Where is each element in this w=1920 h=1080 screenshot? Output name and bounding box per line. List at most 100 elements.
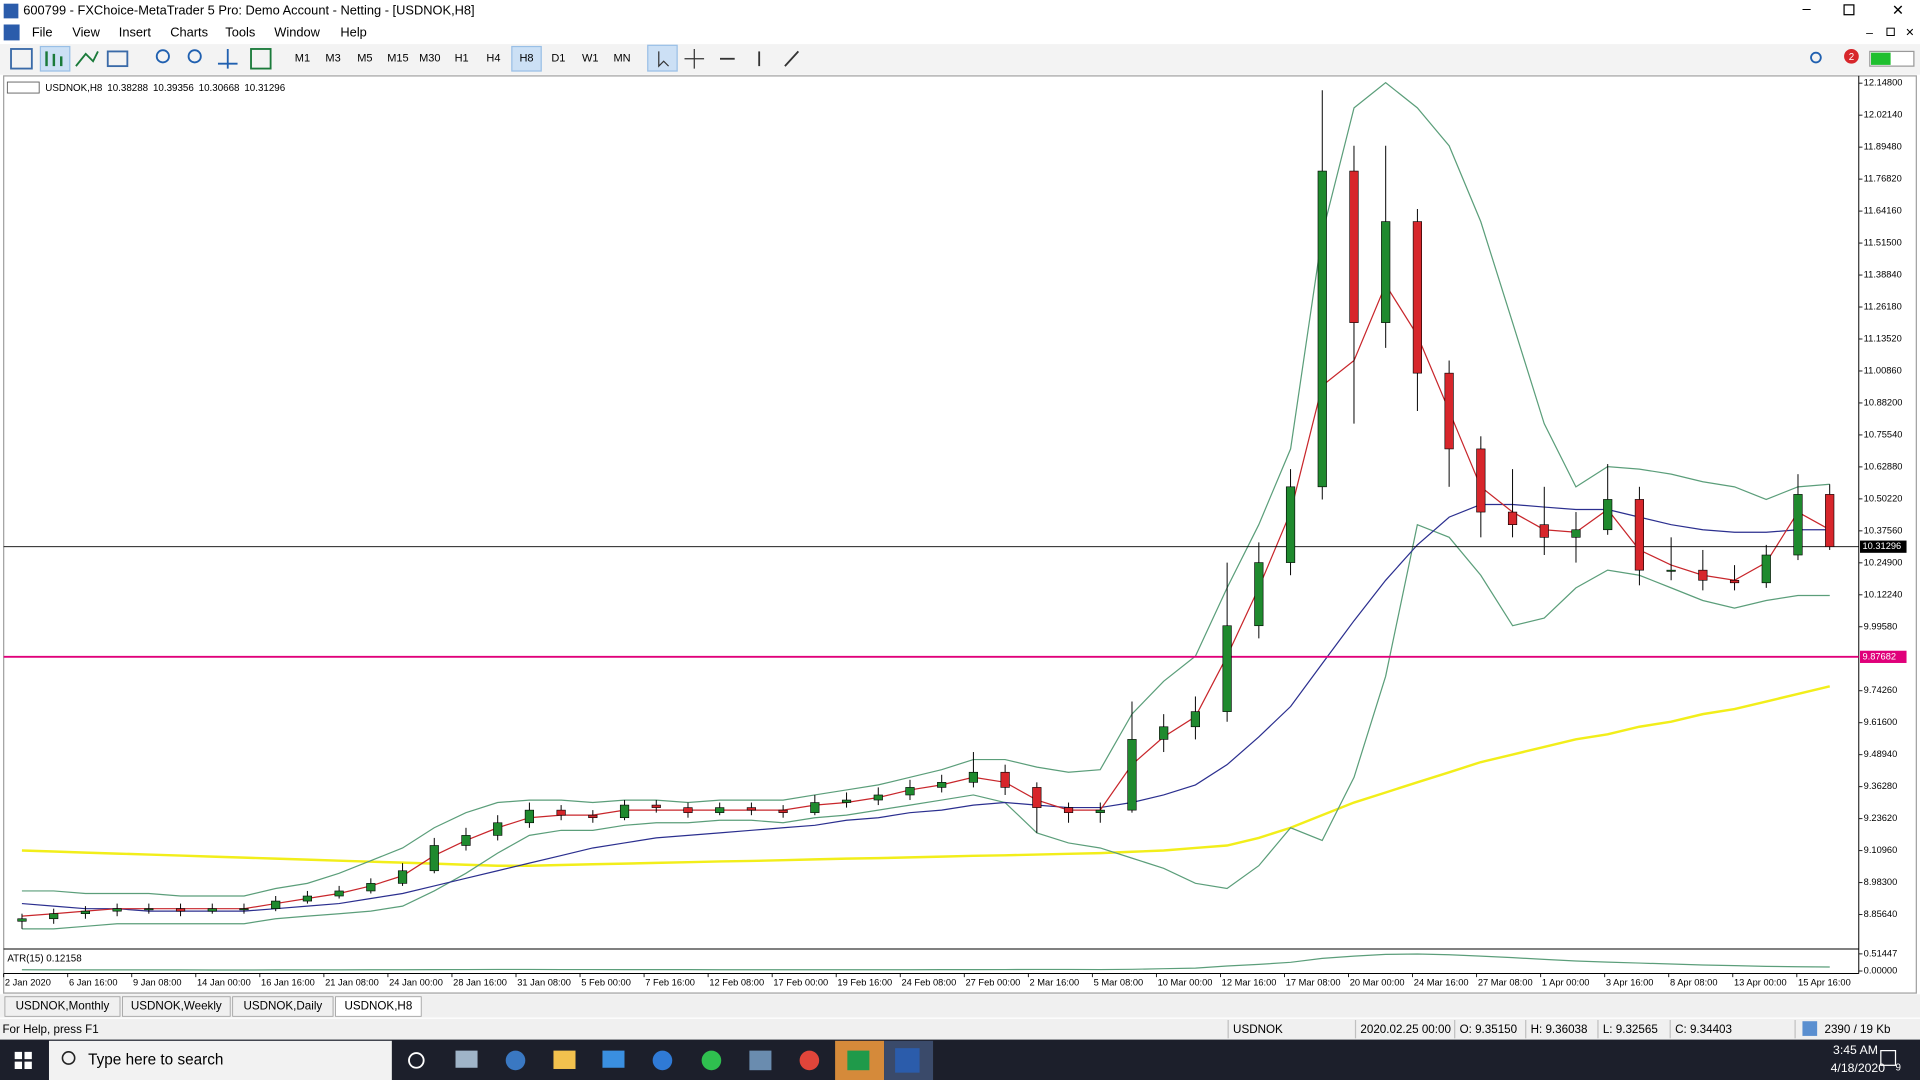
tab[interactable] — [232, 996, 334, 1017]
zoom-in[interactable] — [155, 49, 170, 64]
cursor-tool[interactable] — [647, 44, 678, 72]
y-tick-label: 11.51500 — [1864, 238, 1902, 248]
timeframe-button[interactable]: M30 — [419, 53, 440, 65]
tool-icon[interactable] — [10, 48, 33, 70]
status-help: For Help, press F1 — [2, 1023, 98, 1036]
y-tick-label: 12.02140 — [1864, 110, 1903, 120]
tool-icon[interactable] — [75, 51, 99, 67]
timeframe-active[interactable] — [511, 45, 542, 72]
timeframe-button[interactable]: W1 — [582, 53, 599, 65]
toolbar-icons — [10, 44, 1915, 72]
candle-body — [1317, 170, 1327, 488]
timeframe-button[interactable]: D1 — [551, 53, 565, 65]
y-tick-label: 11.00860 — [1864, 365, 1902, 375]
candle-body — [144, 908, 154, 911]
restore-button[interactable] — [1843, 4, 1855, 16]
ohlc-value: 10.30668 — [199, 83, 240, 94]
y-tick-label: 11.26180 — [1864, 301, 1902, 311]
chart-menu-icon[interactable] — [3, 24, 20, 41]
mt5-app[interactable] — [895, 1048, 920, 1073]
candle-body — [1761, 554, 1771, 584]
candle-body — [1729, 579, 1740, 584]
timeframe-button[interactable]: M3 — [325, 53, 340, 65]
candle-body — [841, 799, 852, 803]
app[interactable] — [553, 1050, 576, 1069]
x-tick-label: 31 Jan 08:00 — [517, 978, 571, 988]
action-center[interactable] — [1880, 1050, 1897, 1066]
candle-body — [873, 794, 883, 801]
status-symbol: USDNOK — [1233, 1023, 1283, 1036]
candle-body — [810, 802, 820, 813]
timeframe-button[interactable]: H8 — [519, 53, 533, 65]
crosshair-tool[interactable] — [684, 48, 705, 69]
candle-body — [968, 771, 979, 783]
x-tick-label: 10 Mar 00:00 — [1158, 978, 1213, 988]
y-tick-label: 11.38840 — [1864, 269, 1902, 279]
y-tick-label: 10.37560 — [1864, 525, 1903, 535]
candle-body — [1127, 739, 1137, 811]
x-tick-label: 24 Mar 16:00 — [1414, 978, 1469, 988]
timeframe-button[interactable]: H4 — [486, 53, 500, 65]
taskbar-apps — [455, 1040, 934, 1080]
candle-body — [271, 900, 281, 909]
tool-icon[interactable] — [106, 50, 129, 68]
candle-body — [1444, 372, 1454, 450]
x-tick-label: 12 Feb 08:00 — [709, 978, 764, 988]
app[interactable] — [847, 1050, 870, 1071]
close-button[interactable]: ✕ — [1892, 3, 1904, 19]
y-tick-label: 12.14800 — [1864, 78, 1903, 88]
start-button[interactable] — [14, 1051, 32, 1069]
app[interactable] — [602, 1050, 625, 1068]
trend-tool[interactable] — [784, 50, 800, 67]
cursor-icon — [658, 51, 670, 68]
candle-body — [1571, 529, 1581, 538]
app[interactable] — [652, 1050, 673, 1071]
menu-item[interactable]: Help — [340, 24, 366, 39]
task-view[interactable] — [408, 1052, 425, 1069]
toolbar — [0, 44, 1920, 75]
tool-icon[interactable] — [250, 48, 272, 70]
ohlc-value: 10.39356 — [153, 83, 194, 94]
timeframe-button[interactable]: M5 — [357, 53, 372, 65]
app[interactable] — [701, 1050, 722, 1071]
notification-count: 9 — [1896, 1062, 1901, 1073]
x-tick-label: 13 Apr 00:00 — [1734, 978, 1787, 988]
candle-body — [175, 908, 186, 912]
x-tick-label: 27 Feb 00:00 — [966, 978, 1021, 988]
tab[interactable] — [4, 996, 121, 1017]
child-close[interactable]: ✕ — [1905, 27, 1914, 39]
x-tick-label: 5 Feb 00:00 — [581, 978, 631, 988]
tool-icon[interactable] — [45, 51, 63, 67]
search-box[interactable] — [48, 1040, 392, 1080]
app[interactable] — [749, 1050, 772, 1071]
menu-item[interactable]: View — [72, 24, 100, 39]
app[interactable] — [455, 1050, 478, 1068]
child-restore[interactable] — [1886, 27, 1895, 36]
menu-item[interactable]: Tools — [225, 24, 255, 39]
status-close: C: 9.34403 — [1675, 1023, 1732, 1036]
x-tick-label: 7 Feb 16:00 — [645, 978, 695, 988]
timeframe-button[interactable]: M15 — [387, 53, 408, 65]
status-low: L: 9.32565 — [1603, 1023, 1658, 1036]
ohlc-value: 10.38288 — [107, 83, 148, 94]
menu-item[interactable]: File — [32, 24, 53, 39]
zoom-out[interactable] — [187, 49, 202, 64]
menu-item[interactable]: Charts — [170, 24, 208, 39]
notification-badge[interactable] — [1844, 48, 1859, 64]
app[interactable] — [799, 1050, 820, 1071]
x-tick-label: 15 Apr 16:00 — [1798, 978, 1851, 988]
app[interactable] — [505, 1050, 526, 1071]
child-minimize[interactable]: – — [1866, 25, 1873, 39]
minimize-button[interactable]: – — [1802, 2, 1811, 18]
tab-active[interactable] — [335, 996, 422, 1017]
search-icon[interactable] — [1810, 51, 1822, 64]
timeframe-button[interactable]: M1 — [295, 53, 310, 65]
menu-item[interactable]: Insert — [119, 24, 152, 39]
timeframe-button[interactable]: MN — [613, 53, 630, 65]
candle-body — [1254, 562, 1264, 627]
tool-icon[interactable] — [217, 48, 238, 69]
timeframe-button[interactable]: H1 — [455, 53, 469, 65]
menu-item[interactable]: Window — [274, 24, 320, 39]
tab[interactable] — [122, 996, 231, 1017]
